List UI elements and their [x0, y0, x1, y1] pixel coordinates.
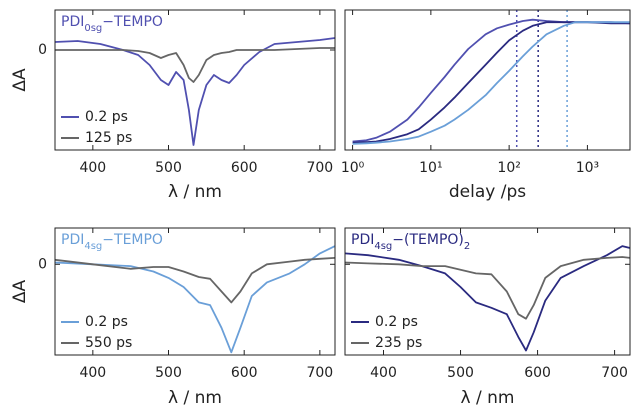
x-axis-label: λ / nm	[168, 388, 222, 408]
y-tick-label: 0	[38, 42, 47, 58]
x-tick-label: 10³	[576, 160, 599, 176]
data-line	[352, 21, 630, 144]
legend-label: 0.2 ps	[85, 109, 128, 125]
data-line	[54, 257, 336, 304]
data-line	[55, 47, 335, 83]
x-tick-label: 700	[306, 365, 333, 381]
x-tick-label: 600	[231, 365, 258, 381]
data-line	[352, 21, 630, 145]
x-tick-label: 500	[155, 160, 182, 176]
plot-frame	[344, 227, 631, 356]
x-tick-label: 10²	[497, 160, 520, 176]
x-axis-label: delay /ps	[449, 182, 526, 202]
title-part: 2	[464, 241, 470, 252]
y-tick-label: 0	[38, 256, 47, 272]
panel-title: PDI0sg−TEMPO	[61, 14, 163, 34]
title-part: 0sg	[84, 23, 102, 34]
title-part: PDI	[61, 232, 84, 248]
x-tick-label: 500	[447, 365, 474, 381]
x-tick-label: 10¹	[419, 160, 442, 176]
y-axis-label: ΔA	[10, 68, 30, 92]
x-axis-label: λ / nm	[461, 388, 515, 408]
y-axis-label: ΔA	[10, 280, 30, 304]
title-part: PDI	[351, 232, 374, 248]
plot-frame	[54, 9, 336, 151]
title-part: −TEMPO	[102, 232, 163, 248]
legend-label: 0.2 ps	[375, 314, 418, 330]
title-part: −(TEMPO)	[392, 232, 464, 248]
x-tick-label: 700	[601, 365, 628, 381]
legend-label: 550 ps	[85, 335, 132, 351]
plot-frame	[54, 227, 336, 356]
data-line	[344, 256, 631, 320]
x-tick-label: 400	[79, 160, 106, 176]
legend-label: 125 ps	[85, 130, 132, 146]
x-tick-label: 600	[231, 160, 258, 176]
x-tick-label: 700	[306, 160, 333, 176]
title-part: 4sg	[84, 241, 102, 252]
data-line	[54, 245, 336, 354]
x-tick-label: 500	[155, 365, 182, 381]
x-tick-label: 600	[524, 365, 551, 381]
legend-label: 235 ps	[375, 335, 422, 351]
legend-label: 0.2 ps	[85, 314, 128, 330]
x-tick-label: 10⁰	[341, 160, 365, 176]
title-part: −TEMPO	[102, 14, 163, 30]
title-part: 4sg	[374, 241, 392, 252]
x-tick-label: 400	[79, 365, 106, 381]
x-tick-label: 400	[370, 365, 397, 381]
data-line	[54, 37, 336, 146]
x-axis-label: λ / nm	[168, 182, 222, 202]
panel-title: PDI4sg−(TEMPO)2	[351, 232, 470, 252]
panel-title: PDI4sg−TEMPO	[61, 232, 163, 252]
data-line	[352, 18, 631, 143]
title-part: PDI	[61, 14, 84, 30]
plot-frame	[344, 9, 631, 151]
